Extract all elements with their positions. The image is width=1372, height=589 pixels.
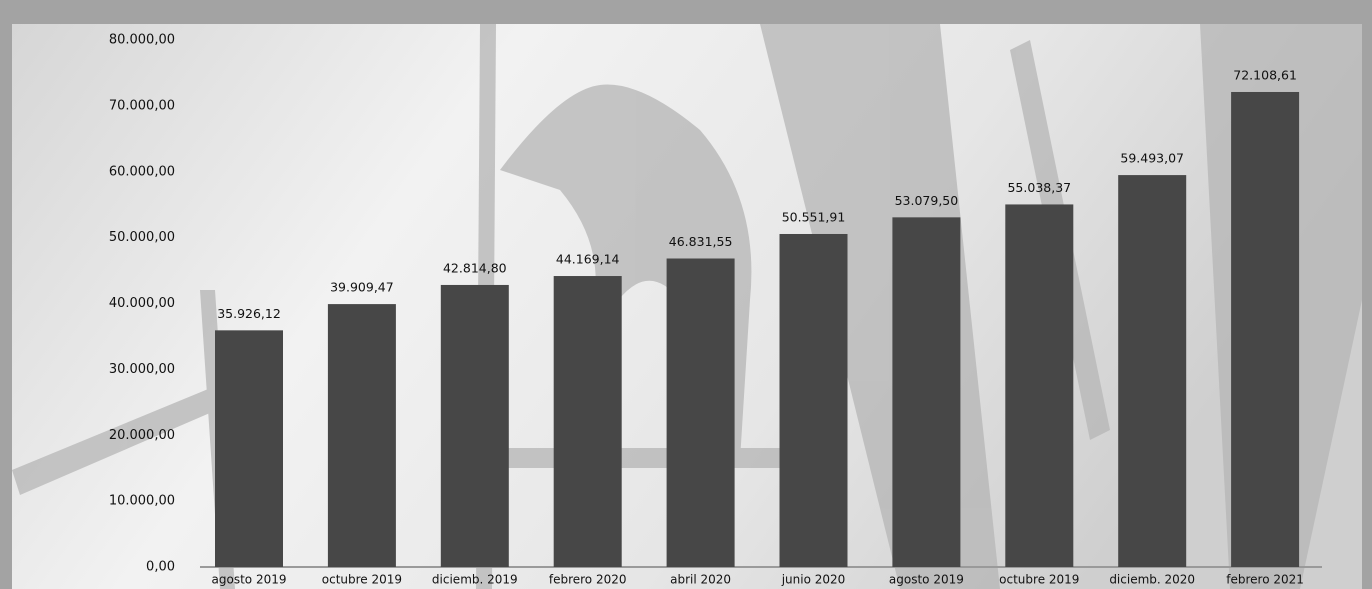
value-label: 59.493,07 bbox=[1120, 151, 1184, 166]
y-tick-label: 20.000,00 bbox=[109, 428, 175, 443]
bar bbox=[892, 217, 961, 567]
bar bbox=[1005, 204, 1074, 567]
value-label: 39.909,47 bbox=[330, 280, 394, 295]
x-tick-label: agosto 2019 bbox=[889, 573, 964, 587]
bar bbox=[215, 330, 283, 567]
x-tick-label: junio 2020 bbox=[781, 573, 846, 587]
value-label: 50.551,91 bbox=[782, 209, 846, 224]
value-label: 55.038,37 bbox=[1007, 180, 1071, 195]
y-tick-label: 40.000,00 bbox=[109, 296, 175, 311]
x-tick-label: febrero 2020 bbox=[549, 573, 627, 587]
y-tick-label: 80.000,00 bbox=[109, 33, 175, 48]
value-label: 46.831,55 bbox=[669, 234, 733, 249]
x-tick-label: octubre 2019 bbox=[322, 573, 402, 587]
x-tick-label: diciemb. 2019 bbox=[432, 573, 518, 587]
value-label: 72.108,61 bbox=[1233, 67, 1297, 82]
value-label: 53.079,50 bbox=[895, 193, 959, 208]
bar bbox=[327, 304, 396, 567]
bar bbox=[1118, 175, 1187, 567]
y-tick-label: 10.000,00 bbox=[109, 494, 175, 509]
bar bbox=[666, 258, 735, 567]
bar bbox=[1231, 91, 1300, 568]
y-tick-label: 0,00 bbox=[146, 560, 175, 575]
y-tick-label: 70.000,00 bbox=[109, 98, 175, 113]
x-tick-label: diciemb. 2020 bbox=[1109, 573, 1195, 587]
bar bbox=[779, 233, 848, 567]
y-tick-label: 60.000,00 bbox=[109, 164, 175, 179]
x-tick-label: octubre 2019 bbox=[999, 573, 1079, 587]
x-tick-label: agosto 2019 bbox=[212, 573, 287, 587]
x-tick-label: abril 2020 bbox=[670, 573, 731, 587]
y-tick-label: 30.000,00 bbox=[109, 362, 175, 377]
bar bbox=[553, 276, 622, 567]
value-label: 42.814,80 bbox=[443, 260, 507, 275]
x-tick-label: febrero 2021 bbox=[1226, 573, 1304, 587]
bar bbox=[440, 284, 509, 567]
value-label: 44.169,14 bbox=[556, 252, 620, 267]
value-label: 35.926,12 bbox=[217, 306, 281, 321]
y-tick-label: 50.000,00 bbox=[109, 230, 175, 245]
